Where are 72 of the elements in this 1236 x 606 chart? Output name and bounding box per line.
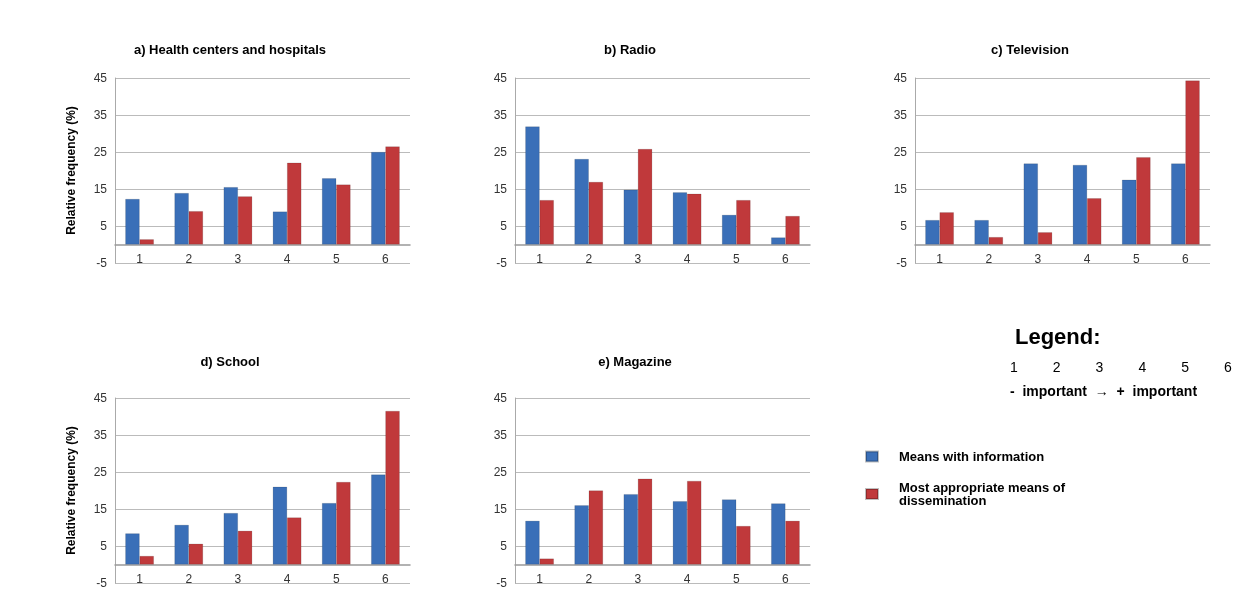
y-tick-label: 5 (500, 539, 508, 553)
x-tick-label: 1 (936, 251, 944, 266)
x-tick-label: 5 (732, 571, 740, 586)
y-tick-label: 15 (493, 182, 508, 196)
x-tick-label: 2 (185, 251, 193, 266)
x-tick-label: 6 (1182, 251, 1190, 266)
y-tick-label: 45 (493, 71, 508, 85)
text: 1 2 3 4 5 6 (1010, 359, 1232, 375)
x-tick-label: 2 (185, 571, 193, 586)
y-tick-label: 45 (493, 391, 508, 405)
x-tick-label: 3 (634, 571, 642, 586)
x-tick-label: 4 (683, 251, 691, 266)
y-tick-label: -5 (896, 256, 908, 270)
text: Legend: (1015, 323, 1101, 349)
x-tick-label: 3 (234, 251, 242, 266)
chart-title: a) Health centers and hospitals (133, 42, 327, 57)
y-tick-label: -5 (96, 256, 108, 270)
text: - important → + important (1010, 383, 1198, 399)
x-tick-label: 5 (332, 571, 340, 586)
y-tick-label: 5 (100, 539, 108, 553)
y-tick-label: 15 (93, 182, 108, 196)
x-tick-label: 4 (683, 571, 691, 586)
x-tick-label: 4 (283, 571, 291, 586)
x-tick-label: 4 (1083, 251, 1091, 266)
y-tick-label: 35 (493, 108, 508, 122)
y-axis-title: Relative frequency (%) (64, 106, 78, 235)
y-tick-label: 35 (493, 428, 508, 442)
y-tick-label: 5 (100, 219, 108, 233)
x-tick-label: 3 (234, 571, 242, 586)
chart-title: c) Television (991, 42, 1069, 57)
legend-label: Means with information (899, 449, 1045, 464)
x-tick-label: 6 (782, 251, 790, 266)
y-tick-label: 25 (893, 145, 908, 159)
x-tick-label: 2 (985, 251, 993, 266)
x-tick-label: 1 (536, 251, 544, 266)
chart-title: b) Radio (604, 42, 657, 57)
x-tick-label: 3 (634, 251, 642, 266)
y-tick-label: 25 (493, 465, 508, 479)
x-tick-label: 6 (782, 571, 790, 586)
x-tick-label: 5 (332, 251, 340, 266)
y-tick-label: 25 (93, 465, 108, 479)
y-tick-label: -5 (496, 576, 508, 590)
y-tick-label: 45 (93, 71, 108, 85)
x-tick-label: 6 (382, 571, 390, 586)
x-tick-label: 1 (136, 251, 144, 266)
chart-title: e) Magazine (598, 354, 672, 369)
y-tick-label: 15 (493, 502, 508, 516)
x-tick-label: 2 (585, 251, 593, 266)
y-tick-label: 35 (93, 428, 108, 442)
y-tick-label: 15 (893, 182, 908, 196)
x-tick-label: 6 (382, 251, 390, 266)
y-tick-label: 5 (500, 219, 508, 233)
chart-title: d) School (200, 354, 260, 369)
x-tick-label: 2 (585, 571, 593, 586)
y-tick-label: 35 (93, 108, 108, 122)
y-tick-label: 15 (93, 502, 108, 516)
x-tick-label: 4 (283, 251, 291, 266)
y-axis-title: Relative frequency (%) (64, 426, 78, 555)
x-tick-label: 3 (1034, 251, 1042, 266)
x-tick-label: 5 (1132, 251, 1140, 266)
x-tick-label: 5 (732, 251, 740, 266)
y-tick-label: 45 (893, 71, 908, 85)
legend-label: Most appropriate means of dissemination (899, 480, 1069, 508)
y-tick-label: 5 (900, 219, 908, 233)
y-tick-label: 25 (93, 145, 108, 159)
x-tick-label: 1 (136, 571, 144, 586)
y-tick-label: 25 (493, 145, 508, 159)
y-tick-label: 45 (93, 391, 108, 405)
y-tick-label: -5 (496, 256, 508, 270)
y-tick-label: -5 (96, 576, 108, 590)
y-tick-label: 35 (893, 108, 908, 122)
x-tick-label: 1 (536, 571, 544, 586)
